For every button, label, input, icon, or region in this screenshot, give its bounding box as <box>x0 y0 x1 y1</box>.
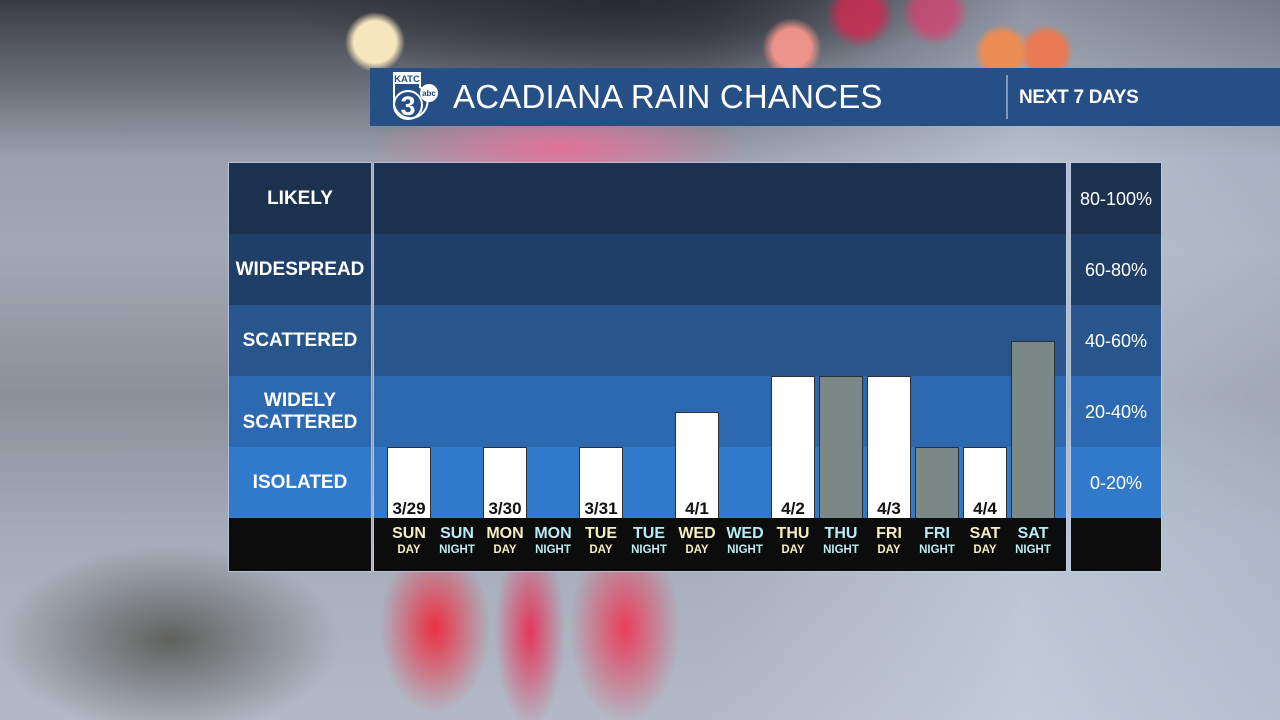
bar-date-label: 4/3 <box>877 499 901 518</box>
band-isolated: ISOLATED <box>229 447 371 518</box>
page-title: ACADIANA RAIN CHANCES <box>453 78 883 115</box>
band-label: WIDESPREAD <box>235 258 365 280</box>
period-label: TUE DAY <box>577 525 625 557</box>
period-part: NIGHT <box>823 544 859 556</box>
period-part: NIGHT <box>919 544 955 556</box>
rain-chance-bar: 3/29 <box>387 447 431 518</box>
bar-date-label: 4/2 <box>781 499 805 518</box>
period-part: DAY <box>781 544 805 556</box>
bar-date-label: 3/29 <box>392 499 426 518</box>
period-part: NIGHT <box>535 544 571 556</box>
range-label: 0-20% <box>1089 472 1143 493</box>
band-likely: LIKELY <box>229 163 371 234</box>
forecast-range-label: NEXT 7 DAYS <box>1019 87 1139 108</box>
period-part: NIGHT <box>1015 544 1051 556</box>
period-part: DAY <box>589 544 613 556</box>
period-day: MON <box>534 525 572 542</box>
period-day: SUN <box>392 525 426 542</box>
period-day: MON <box>486 525 524 542</box>
period-part: DAY <box>685 544 709 556</box>
header-divider <box>1006 75 1008 119</box>
rain-chance-bar: 3/31 <box>579 447 623 518</box>
range-footer <box>1071 518 1161 571</box>
period-day: TUE <box>585 525 617 542</box>
period-label: WED DAY <box>673 525 721 557</box>
period-label: WED NIGHT <box>721 525 769 557</box>
period-label: SUN DAY <box>385 525 433 557</box>
bar-date-label: 3/30 <box>488 499 522 518</box>
period-day: FRI <box>924 525 950 542</box>
band-label: SCATTERED <box>242 329 358 351</box>
band-label: ISOLATED <box>252 471 348 493</box>
range-80-100: 80-100% <box>1071 163 1161 234</box>
range-60-80: 60-80% <box>1071 234 1161 305</box>
chart-band-likely <box>374 163 1066 234</box>
legend-footer <box>229 518 371 571</box>
period-day: SAT <box>1017 525 1049 542</box>
period-day: THU <box>776 525 810 542</box>
period-part: NIGHT <box>439 544 475 556</box>
band-widespread: WIDESPREAD <box>229 234 371 305</box>
period-part: NIGHT <box>631 544 667 556</box>
rain-chance-bar <box>819 376 863 518</box>
period-label: FRI DAY <box>865 525 913 557</box>
period-label-strip <box>374 518 1066 571</box>
rain-chance-bar <box>1011 340 1055 518</box>
bar-date-label: 3/31 <box>584 499 618 518</box>
period-label: SAT NIGHT <box>1009 525 1057 557</box>
period-part: DAY <box>877 544 901 556</box>
chart-band-widespread <box>374 234 1066 305</box>
range-label: 20-40% <box>1084 401 1148 422</box>
period-day: SUN <box>440 525 474 542</box>
period-day: SAT <box>969 525 1001 542</box>
range-label: 60-80% <box>1084 259 1148 280</box>
rain-chance-bar <box>915 447 959 518</box>
period-label: SUN NIGHT <box>433 525 481 557</box>
period-label: THU DAY <box>769 525 817 557</box>
range-0-20: 0-20% <box>1071 447 1161 518</box>
chart-band-scattered <box>374 305 1066 376</box>
bar-date-label: 4/4 <box>973 499 997 518</box>
period-part: DAY <box>493 544 517 556</box>
period-part: DAY <box>397 544 421 556</box>
range-40-60: 40-60% <box>1071 305 1161 376</box>
range-20-40: 20-40% <box>1071 376 1161 447</box>
percent-range-panel: 80-100% 60-80% 40-60% 20-40% 0-20% <box>1070 162 1162 572</box>
period-part: DAY <box>973 544 997 556</box>
rain-chance-chart: 3/29 3/30 3/31 4/1 4/2 4/3 4/4 SUN DAY SU… <box>373 162 1067 572</box>
range-label: 40-60% <box>1084 330 1148 351</box>
band-widely-scattered: WIDELY SCATTERED <box>229 376 371 447</box>
range-label: 80-100% <box>1079 188 1153 209</box>
svg-text:KATC: KATC <box>394 74 420 85</box>
svg-text:abc: abc <box>422 89 436 98</box>
bar-date-label: 4/1 <box>685 499 709 518</box>
katc-abc-logo-icon: KATC 3 abc <box>393 72 438 121</box>
chart-band-widely-scattered <box>374 376 1066 447</box>
period-day: THU <box>824 525 858 542</box>
title-bar: KATC 3 abc ACADIANA RAIN CHANCES NEXT 7 … <box>370 68 1280 126</box>
svg-text:3: 3 <box>400 91 415 121</box>
period-label: THU NIGHT <box>817 525 865 557</box>
period-label: SAT DAY <box>961 525 1009 557</box>
band-label: LIKELY <box>267 187 333 209</box>
rain-chance-bar: 4/3 <box>867 376 911 518</box>
period-label: MON DAY <box>481 525 529 557</box>
period-day: WED <box>726 525 764 542</box>
period-day: WED <box>678 525 716 542</box>
band-scattered: SCATTERED <box>229 305 371 376</box>
period-label: MON NIGHT <box>529 525 577 557</box>
band-label: WIDELY SCATTERED <box>242 389 358 433</box>
period-day: TUE <box>633 525 665 542</box>
period-label: FRI NIGHT <box>913 525 961 557</box>
rain-chance-bar: 3/30 <box>483 447 527 518</box>
rain-chance-bar: 4/1 <box>675 411 719 518</box>
rain-chance-bar: 4/4 <box>963 447 1007 518</box>
category-legend-panel: LIKELY WIDESPREAD SCATTERED WIDELY SCATT… <box>228 162 372 572</box>
rain-chance-bar: 4/2 <box>771 376 815 518</box>
period-day: FRI <box>876 525 902 542</box>
period-part: NIGHT <box>727 544 763 556</box>
period-label: TUE NIGHT <box>625 525 673 557</box>
